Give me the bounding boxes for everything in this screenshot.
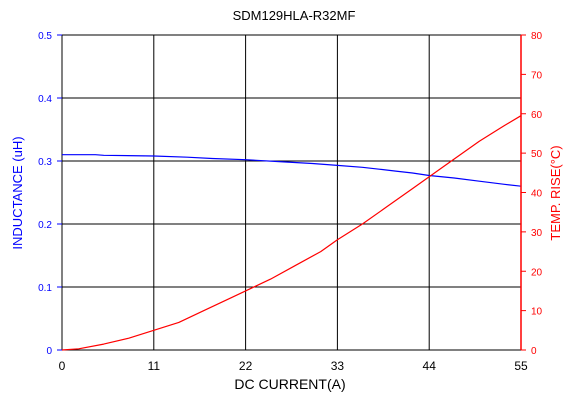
y-tick-label-left: 0.2 [38,220,52,231]
y-tick-label-left: 0.3 [38,157,52,168]
y-tick-label-right: 0 [531,346,537,357]
y-tick-label-left: 0.4 [38,94,52,105]
y-tick-label-right: 20 [531,267,543,278]
grid [61,34,522,351]
x-tick-label: 0 [59,359,66,373]
plot-frame [61,34,522,351]
x-tick-label: 22 [239,359,253,373]
chart-title: SDM129HLA-R32MF [233,8,356,23]
y-tick-label-left: 0 [46,346,52,357]
x-tick-label: 11 [148,359,161,373]
y-tick-label-left: 0.1 [38,283,52,294]
y-axis-label-right: TEMP. RISE(°C) [548,145,563,240]
y-tick-label-right: 60 [531,110,543,121]
x-tick-label: 33 [331,359,345,373]
series-layer [61,115,522,351]
y-tick-label-left: 0.5 [38,31,52,42]
x-tick-label: 55 [514,359,528,373]
x-axis-label: DC CURRENT(A) [234,376,345,392]
ticks-layer: 0 11 22 33 44 5500.10.20.30.40.50102030405060… [38,31,542,373]
y-tick-label-right: 10 [531,307,543,318]
y-tick-label-right: 30 [531,228,543,239]
temp-rise-line [61,115,522,351]
y-tick-label-right: 40 [531,189,543,200]
inductance-line [62,154,522,187]
y-tick-label-right: 70 [531,70,543,81]
y-tick-label-right: 80 [531,31,543,42]
x-tick-label: 44 [423,359,437,373]
y-tick-label-right: 50 [531,149,543,160]
y-axis-label-left: INDUCTANCE (uH) [10,136,25,249]
